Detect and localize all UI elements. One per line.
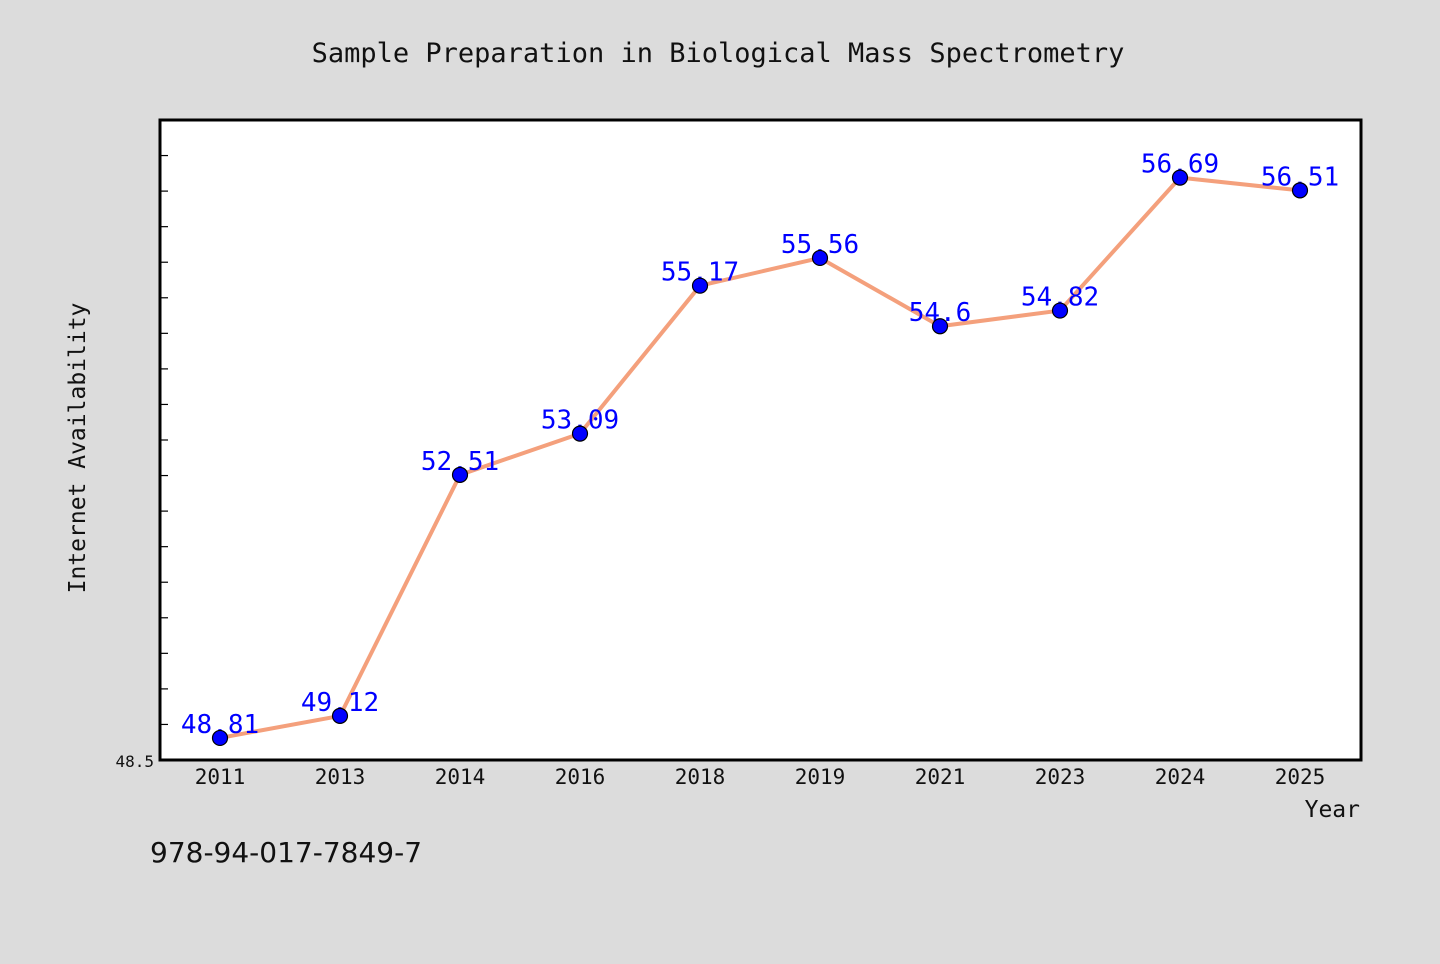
x-tick-label: 2025 <box>1275 765 1326 789</box>
x-tick-label: 2024 <box>1155 765 1206 789</box>
data-point <box>331 707 349 725</box>
isbn-footer: 978-94-017-7849-7 <box>150 836 423 869</box>
x-tick-label: 2011 <box>195 765 246 789</box>
data-point <box>451 466 469 483</box>
x-tick-label: 2019 <box>795 765 846 789</box>
x-tick-label: 2016 <box>555 765 606 789</box>
data-point <box>1291 182 1309 199</box>
x-axis-label: Year <box>1305 797 1360 823</box>
y-tick-label: 48.5 <box>115 752 154 771</box>
plot-frame <box>158 118 1363 762</box>
data-point <box>691 277 709 294</box>
x-tick-label: 2013 <box>315 765 366 789</box>
data-point <box>811 249 829 267</box>
data-point <box>571 425 589 442</box>
y-axis-label: Internet Availability <box>65 303 91 594</box>
x-axis-ticks: 2011 2013 2014 2016 2018 2019 2021 2023 2024 2025 <box>195 765 1326 789</box>
plot-area <box>160 120 1361 760</box>
x-tick-label: 2014 <box>435 765 486 789</box>
series-line <box>219 175 1301 740</box>
x-tick-label: 2018 <box>675 765 726 789</box>
x-tick-label: 2023 <box>1035 765 1086 789</box>
data-point <box>1051 302 1069 319</box>
chart-title: Sample Preparation in Biological Mass Sp… <box>312 38 1125 69</box>
x-tick-label: 2021 <box>915 765 966 789</box>
data-point <box>1171 169 1189 186</box>
series-layer: 48.8149.1252.5153.0955.1755.5654.654.825… <box>181 150 1339 747</box>
data-point <box>931 318 949 335</box>
data-point <box>211 729 229 747</box>
